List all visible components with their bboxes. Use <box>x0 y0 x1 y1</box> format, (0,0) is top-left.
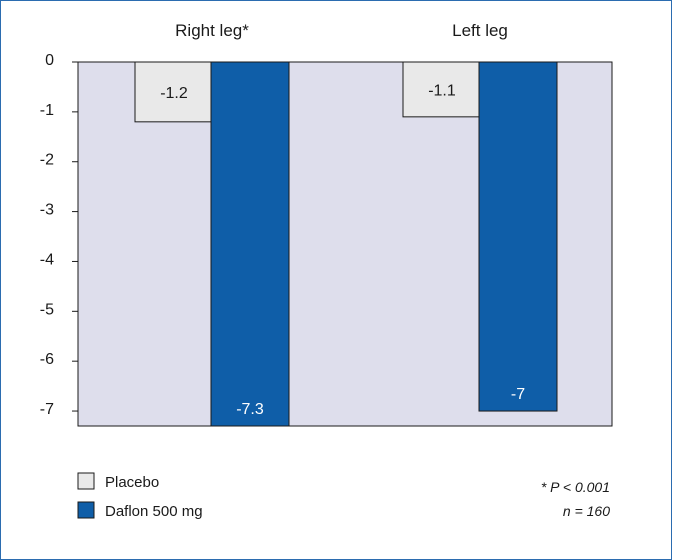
bar-value-label: -1.1 <box>428 82 456 99</box>
y-tick-label: -2 <box>40 152 54 169</box>
y-tick-label: -1 <box>40 102 54 119</box>
bars: -1.2 -7.3 -1.1 -7 <box>134 61 558 427</box>
category-labels: Right leg* Left leg <box>175 21 508 40</box>
y-tick-label: -3 <box>40 202 54 219</box>
category-label: Left leg <box>452 21 508 40</box>
footnote-n: n = 160 <box>563 503 610 519</box>
legend: Placebo Daflon 500 mg <box>77 472 203 520</box>
legend-label-placebo: Placebo <box>105 474 159 491</box>
y-tick-label: 0 <box>45 52 54 69</box>
legend-swatch-placebo <box>77 472 95 490</box>
bar-daflon-right-leg <box>210 61 290 427</box>
y-tick-label: -6 <box>40 351 54 368</box>
legend-label-daflon: Daflon 500 mg <box>105 503 203 520</box>
bar-chart: 0 -1 -2 -3 -4 -5 -6 -7 -1.2 -7.3 -1.1 -7 Right leg… <box>40 21 613 520</box>
y-tick-label: -5 <box>40 301 54 318</box>
footnote-p-value: * P < 0.001 <box>541 479 610 495</box>
y-tick-label: -7 <box>40 401 54 418</box>
category-label: Right leg* <box>175 21 249 40</box>
y-tick-label: -4 <box>40 251 54 268</box>
legend-swatch-daflon <box>77 501 95 519</box>
bar-value-label: -7.3 <box>236 401 264 418</box>
bar-daflon-left-leg <box>478 61 558 412</box>
bar-value-label: -7 <box>511 386 525 403</box>
bar-value-label: -1.2 <box>160 85 188 102</box>
y-axis: 0 -1 -2 -3 -4 -5 -6 -7 <box>40 52 78 418</box>
bar-placebo-left-leg <box>402 61 482 118</box>
